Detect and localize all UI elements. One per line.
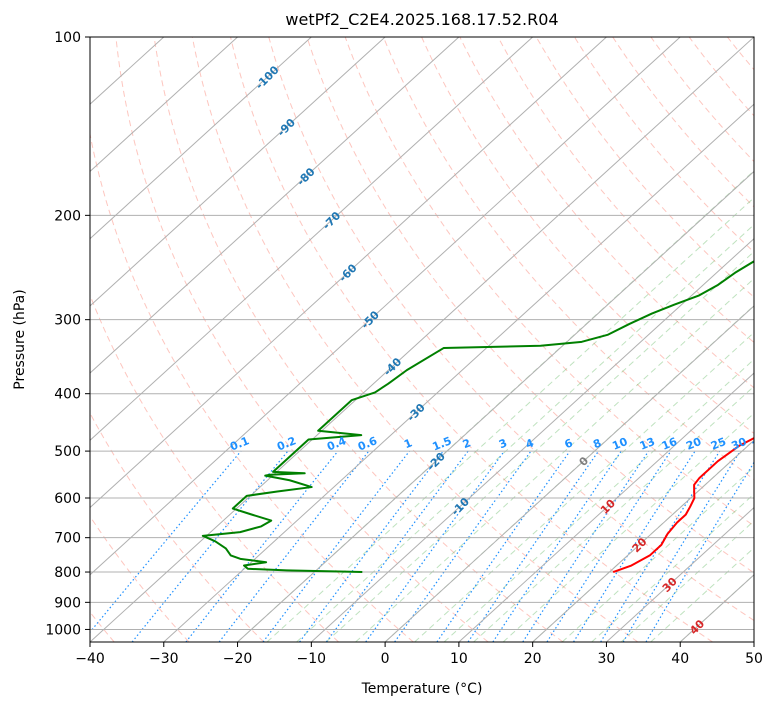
mixing-ratio-label: 2 (461, 436, 473, 451)
dry-adiabat-line (459, 37, 754, 389)
dry-adiabat-line (153, 37, 564, 642)
x-tick-label: 50 (745, 651, 763, 667)
y-axis-ticks: 100 200 300 400 500 600 700 800 900 1000 (45, 30, 90, 638)
moist-adiabat-line (266, 197, 754, 642)
mixing-ratio-line (645, 461, 754, 642)
mixing-ratio-line (262, 450, 410, 642)
y-tick-label: 600 (54, 491, 81, 507)
y-tick-label: 700 (54, 531, 81, 547)
dry-adiabat-line (90, 412, 265, 642)
isotherm-line (310, 237, 754, 642)
isotherm-line (90, 37, 534, 442)
isotherm-line (90, 37, 312, 240)
isotherm-line (90, 37, 386, 307)
y-tick-label: 300 (54, 313, 81, 329)
mixing-ratio-line (365, 450, 505, 642)
dry-adiabat-line (421, 37, 754, 435)
moist-adiabat-line (650, 547, 754, 642)
x-tick-label: 20 (524, 651, 542, 667)
dry-adiabat-line (268, 37, 754, 622)
moist-adiabat-line (502, 412, 754, 642)
y-tick-label: 100 (54, 30, 81, 46)
plot-frame (89, 36, 755, 643)
y-tick-label: 500 (54, 444, 81, 460)
mixing-ratio-label: 16 (660, 435, 679, 453)
x-tick-label: 10 (450, 651, 468, 667)
y-axis-title: Pressure (hPa) (12, 289, 28, 389)
mixing-ratio-line (467, 450, 599, 642)
y-tick-label: 400 (54, 387, 81, 403)
y-tick-label: 200 (54, 208, 81, 224)
dry-adiabat-line (306, 37, 754, 574)
moist-adiabat-line (561, 466, 754, 642)
dry-adiabat-line (497, 37, 754, 344)
mixing-ratio-line (218, 450, 370, 642)
isotherm-line (384, 305, 754, 642)
mixing-ratio-label: 36 (750, 435, 769, 453)
dry-adiabat-line (115, 37, 489, 642)
dry-adiabat-line (90, 515, 190, 642)
mixing-ratio-line (600, 450, 721, 642)
isotherm-line (90, 37, 238, 173)
isotherm-line (458, 372, 754, 642)
dry-adiabat-line (230, 37, 713, 642)
x-tick-label: −40 (75, 651, 105, 667)
chart-title: wetPf2_C2E4.2025.168.17.52.R04 (285, 10, 558, 30)
x-tick-label: −30 (149, 651, 179, 667)
x-tick-label: −20 (223, 651, 253, 667)
isotherm-line (90, 37, 607, 509)
mixing-ratio-line (131, 450, 289, 642)
mixing-ratio-line (185, 450, 339, 642)
y-tick-label: 900 (54, 595, 81, 611)
mixing-ratio-label: 8 (591, 436, 603, 451)
moist-adiabat-line (620, 520, 754, 642)
moist-adiabat-line (591, 493, 754, 642)
y-tick-label: 800 (54, 565, 81, 581)
sounding-traces (201, 260, 754, 574)
moist-adiabat-line (443, 358, 754, 642)
mixing-ratio-label: 1 (402, 436, 414, 451)
mixing-ratio-line (90, 450, 242, 634)
moist-adiabat-line (355, 277, 754, 642)
isotherm-line (90, 37, 681, 576)
moist-adiabat-line (414, 331, 754, 642)
mixing-ratio-label: 13 (638, 435, 657, 453)
mixing-ratio-line (394, 450, 532, 642)
mixing-ratio-label: 25 (709, 435, 728, 453)
x-tick-label: −10 (297, 651, 327, 667)
pressure-gridlines (90, 37, 754, 630)
dry-adiabat-line (574, 37, 754, 253)
moist-adiabat-line (296, 224, 754, 642)
dry-adiabat-line (191, 37, 639, 642)
moist-adiabat-line (473, 385, 754, 642)
mixing-ratio-line (546, 450, 672, 642)
mixing-ratio-lines (90, 450, 754, 642)
x-tick-label: 30 (598, 651, 616, 667)
mixing-ratio-label: 20 (684, 435, 703, 453)
temperature-trace (612, 436, 754, 573)
isotherm-line (606, 506, 754, 642)
y-tick-label: 1000 (45, 622, 81, 638)
mixing-ratio-label: 3 (497, 436, 509, 451)
isotherm-line (90, 37, 754, 642)
mixing-ratio-line (573, 450, 696, 642)
x-axis-title: Temperature (°C) (361, 681, 483, 697)
isotherm-line (237, 170, 754, 642)
x-tick-label: 40 (671, 651, 689, 667)
x-axis-ticks: −40 −30 −20 −10 0 10 20 30 40 50 (75, 642, 763, 667)
dry-adiabat-line (90, 293, 339, 642)
dry-adiabat-line (344, 37, 754, 527)
mixing-ratio-label: 30 (729, 435, 748, 453)
isotherm-line (163, 103, 754, 642)
isotherms (90, 37, 754, 642)
dry-adiabat-line (90, 131, 414, 642)
dewpoint-trace (201, 260, 754, 574)
x-tick-label: 0 (381, 651, 390, 667)
isotherm-line (90, 37, 460, 374)
isotherm-line (532, 439, 754, 642)
mixing-ratio-label: 10 (610, 435, 629, 453)
